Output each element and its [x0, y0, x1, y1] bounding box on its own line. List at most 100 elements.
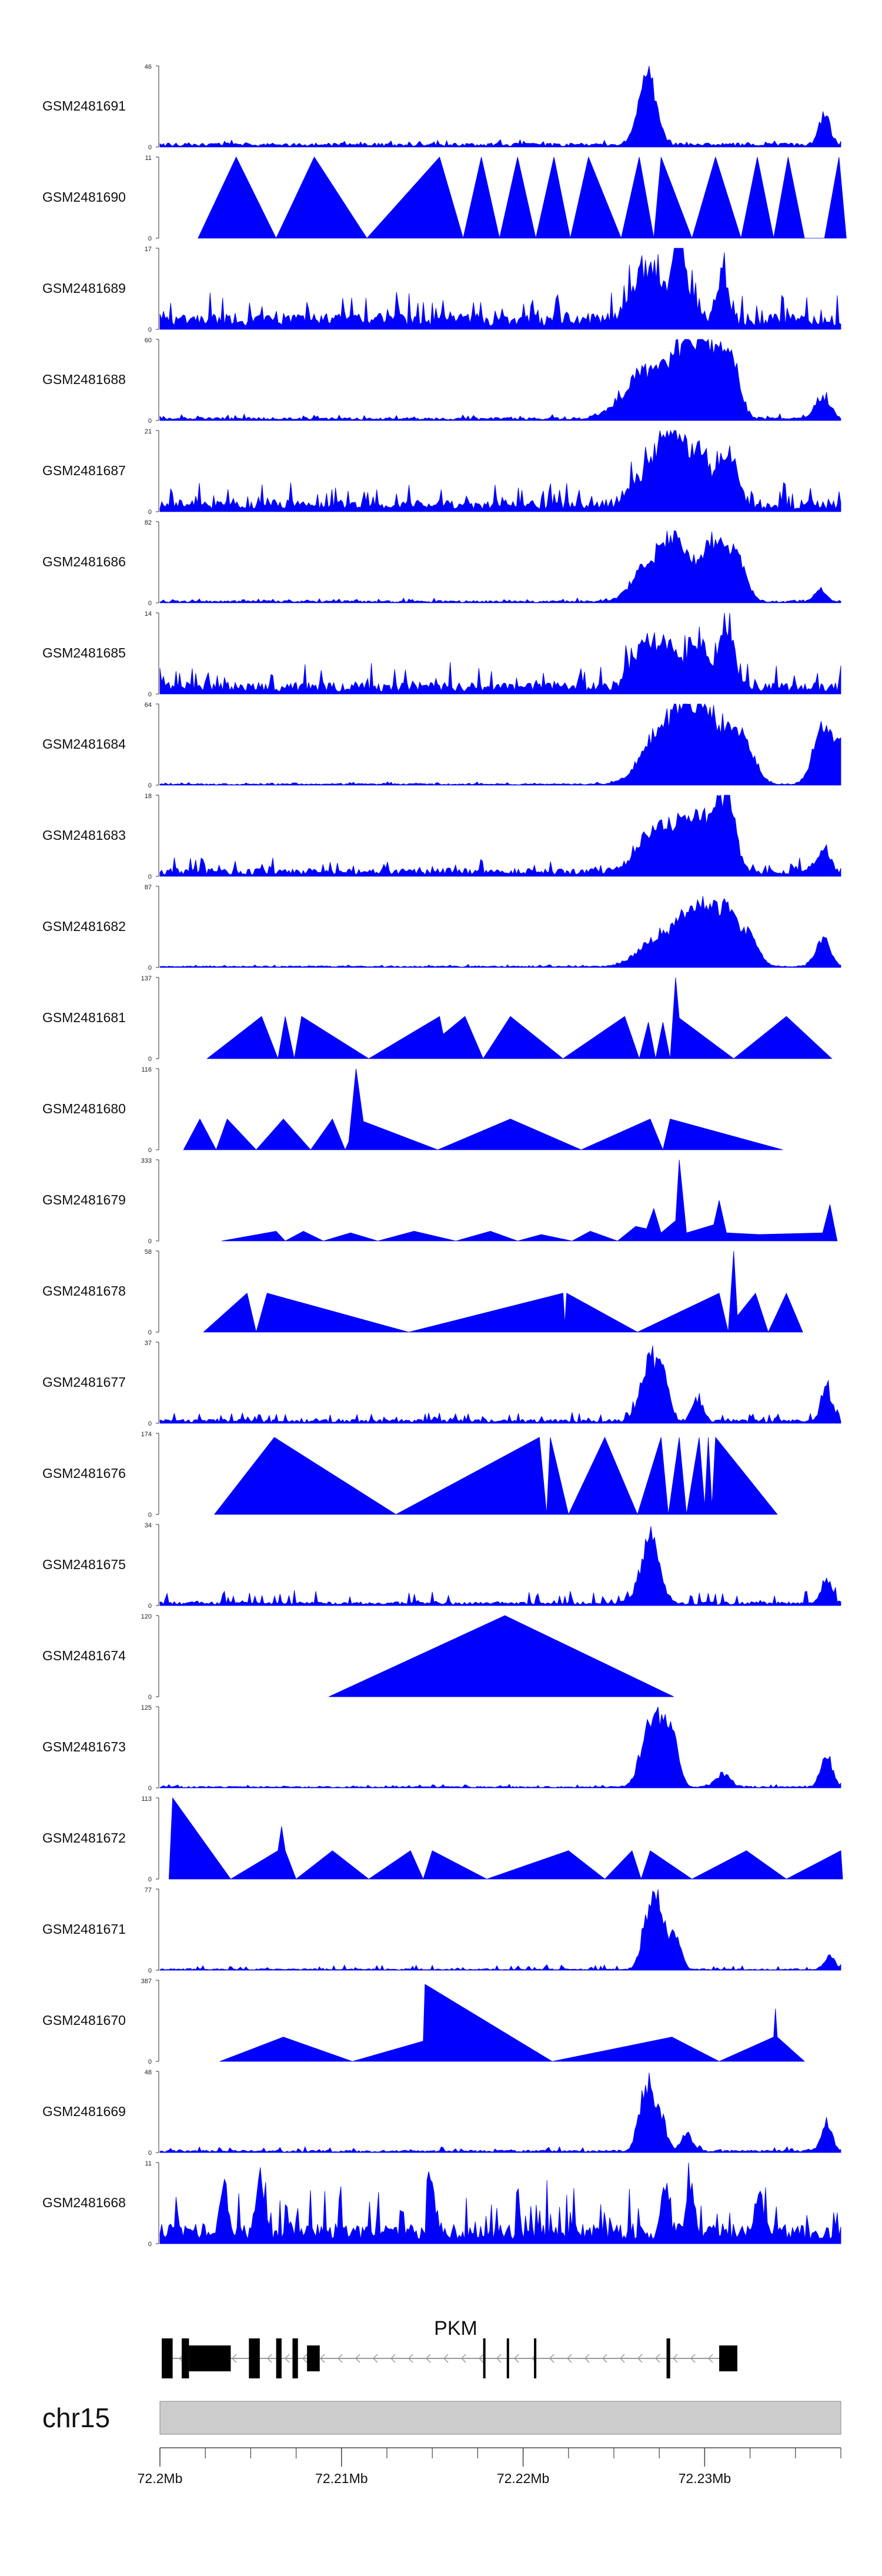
coverage-track: GSM2481671 77 0 [42, 1887, 841, 1974]
y-max-tick-label: 18 [145, 793, 152, 800]
y-min-tick-label: 0 [148, 1056, 152, 1063]
sample-label: GSM2481673 [42, 1739, 126, 1754]
coverage-area [159, 1526, 841, 1606]
coverage-area [159, 248, 841, 330]
x-axis-tick-label: 72.23Mb [679, 2471, 731, 2486]
y-min-tick-label: 0 [148, 1785, 152, 1792]
sample-label: GSM2481691 [42, 98, 126, 114]
y-min-tick-label: 0 [148, 1329, 152, 1336]
y-max-tick-label: 58 [145, 1249, 152, 1256]
sample-label: GSM2481683 [42, 827, 126, 843]
strand-arrow [655, 2354, 660, 2363]
strand-arrow [620, 2354, 625, 2363]
y-max-tick-label: 137 [141, 975, 152, 982]
sample-label: GSM2481676 [42, 1466, 126, 1481]
strand-arrow [355, 2354, 360, 2363]
y-max-tick-label: 11 [145, 155, 152, 162]
coverage-area [159, 338, 841, 421]
coverage-track: GSM2481674 120 0 [42, 1613, 674, 1701]
strand-arrow [514, 2354, 519, 2363]
coverage-area [183, 1068, 783, 1151]
coverage-track: GSM2481684 64 0 [42, 702, 841, 789]
coverage-track: GSM2481680 116 0 [42, 1066, 783, 1154]
sample-label: GSM2481678 [42, 1283, 126, 1299]
sample-label: GSM2481684 [42, 736, 126, 752]
x-axis-tick-label: 72.2Mb [138, 2471, 183, 2486]
y-max-tick-label: 46 [145, 64, 152, 71]
coverage-area [329, 1615, 674, 1697]
sample-label: GSM2481679 [42, 1192, 126, 1207]
strand-arrow [637, 2354, 643, 2363]
strand-arrow [443, 2354, 449, 2363]
strand-arrow [673, 2354, 678, 2363]
y-min-tick-label: 0 [148, 235, 152, 242]
y-min-tick-label: 0 [148, 1238, 152, 1245]
strand-arrow [232, 2354, 237, 2363]
sample-label: GSM2481668 [42, 2195, 126, 2210]
y-min-tick-label: 0 [148, 326, 152, 333]
gene-exon [666, 2338, 670, 2378]
strand-arrow [549, 2354, 554, 2363]
strand-arrow [390, 2354, 396, 2363]
gene-exon [182, 2338, 189, 2378]
coverage-track: GSM2481679 333 0 [42, 1157, 838, 1245]
strand-arrow [302, 2354, 308, 2363]
y-max-tick-label: 174 [141, 1431, 152, 1438]
coverage-track: GSM2481682 87 0 [42, 884, 841, 972]
y-max-tick-label: 120 [141, 1613, 152, 1620]
gene-exon [276, 2338, 282, 2378]
coverage-track: GSM2481687 21 0 [42, 428, 841, 516]
coverage-area [159, 2073, 841, 2153]
strand-arrow [373, 2354, 378, 2363]
y-min-tick-label: 0 [148, 1511, 152, 1519]
y-max-tick-label: 21 [145, 428, 152, 435]
sample-label: GSM2481686 [42, 554, 126, 569]
y-min-tick-label: 0 [148, 1147, 152, 1154]
y-max-tick-label: 333 [141, 1157, 152, 1164]
sample-label: GSM2481689 [42, 281, 126, 296]
coverage-area [159, 2162, 841, 2244]
x-axis-tick-label: 72.22Mb [497, 2471, 550, 2486]
coverage-area [159, 1345, 841, 1424]
strand-arrow [584, 2354, 590, 2363]
y-min-tick-label: 0 [148, 2150, 152, 2157]
strand-arrow [708, 2354, 713, 2363]
gene-name-label: PKM [434, 2317, 477, 2340]
y-max-tick-label: 48 [145, 2069, 152, 2076]
sample-label: GSM2481685 [42, 645, 126, 660]
y-max-tick-label: 17 [145, 246, 152, 253]
coverage-area [159, 1706, 841, 1788]
y-min-tick-label: 0 [148, 2241, 152, 2248]
gene-exon [483, 2338, 486, 2378]
coverage-track: GSM2481677 37 0 [42, 1340, 841, 1427]
y-min-tick-label: 0 [148, 965, 152, 972]
y-max-tick-label: 82 [145, 519, 152, 526]
y-min-tick-label: 0 [148, 1603, 152, 1610]
y-max-tick-label: 125 [141, 1704, 152, 1711]
coverage-tracks: GSM2481691460GSM2481690110GSM2481689170G… [42, 64, 847, 2248]
gene-exon [307, 2345, 320, 2371]
coverage-area [206, 977, 833, 1060]
genome-axis: 72.2Mb 72.21Mb 72.22Mb 72.23Mb [138, 2447, 841, 2486]
coverage-area [159, 65, 841, 148]
coverage-track: GSM2481669 48 0 [42, 2069, 841, 2157]
y-min-tick-label: 0 [148, 1420, 152, 1427]
gene-exon [249, 2338, 260, 2378]
strand-arrow [267, 2354, 272, 2363]
gene-exon [162, 2338, 173, 2378]
coverage-track: GSM2481691 46 0 [42, 64, 841, 151]
coverage-area [159, 795, 841, 877]
y-max-tick-label: 11 [145, 2160, 152, 2167]
coverage-area [159, 703, 841, 786]
strand-arrow [320, 2354, 325, 2363]
y-max-tick-label: 37 [145, 1340, 152, 1347]
strand-arrow [567, 2354, 572, 2363]
strand-arrow [602, 2354, 607, 2363]
coverage-area [159, 896, 841, 968]
gene-exon [534, 2338, 537, 2378]
strand-arrow [690, 2354, 696, 2363]
y-min-tick-label: 0 [148, 1967, 152, 1974]
sample-label: GSM2481690 [42, 189, 126, 205]
y-min-tick-label: 0 [148, 144, 152, 151]
